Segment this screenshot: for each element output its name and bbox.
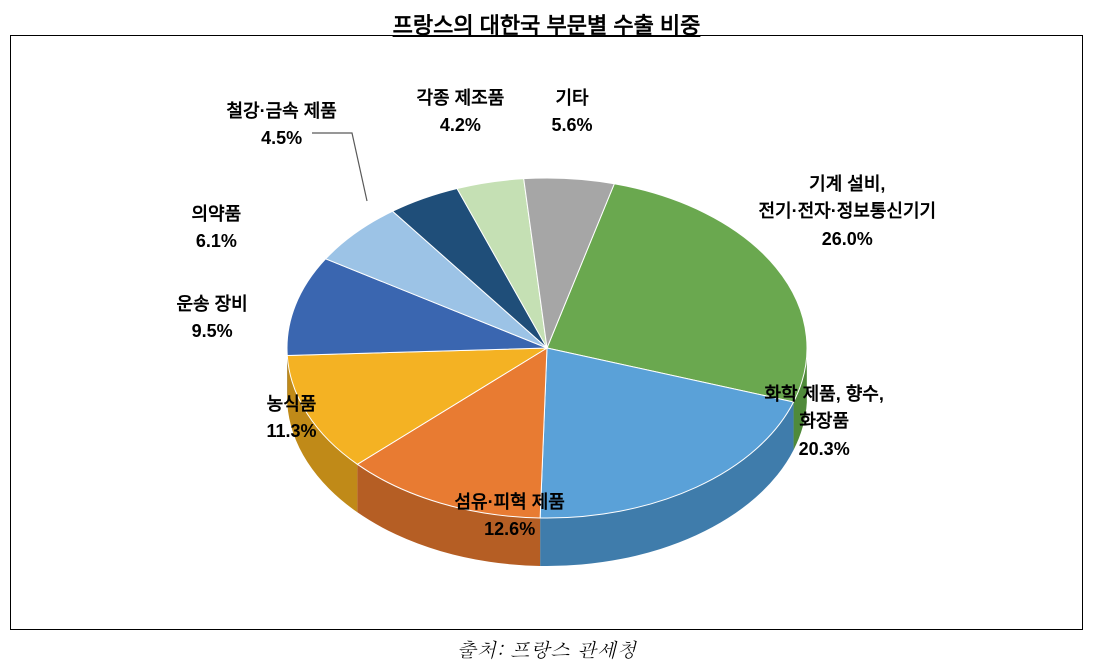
slice-label: 섬유·피혁 제품12.6% xyxy=(455,489,565,545)
slice-label: 기타5.6% xyxy=(552,85,593,141)
slice-label: 각종 제조품4.2% xyxy=(417,85,505,141)
chart-source: 출처: 프랑스 관세청 xyxy=(0,634,1093,663)
pie-stage: 기계 설비,전기·전자·정보통신기기26.0% 화학 제품, 향수,화장품20.3… xyxy=(97,53,997,613)
slice-label: 의약품6.1% xyxy=(192,201,242,257)
slice-label: 농식품11.3% xyxy=(267,391,317,447)
chart-frame: 기계 설비,전기·전자·정보통신기기26.0% 화학 제품, 향수,화장품20.3… xyxy=(10,35,1083,630)
slice-label: 철강·금속 제품4.5% xyxy=(227,98,337,154)
slice-label: 화학 제품, 향수,화장품20.3% xyxy=(765,381,884,465)
slice-label: 기계 설비,전기·전자·정보통신기기26.0% xyxy=(759,171,937,255)
slice-label: 운송 장비9.5% xyxy=(177,291,248,347)
